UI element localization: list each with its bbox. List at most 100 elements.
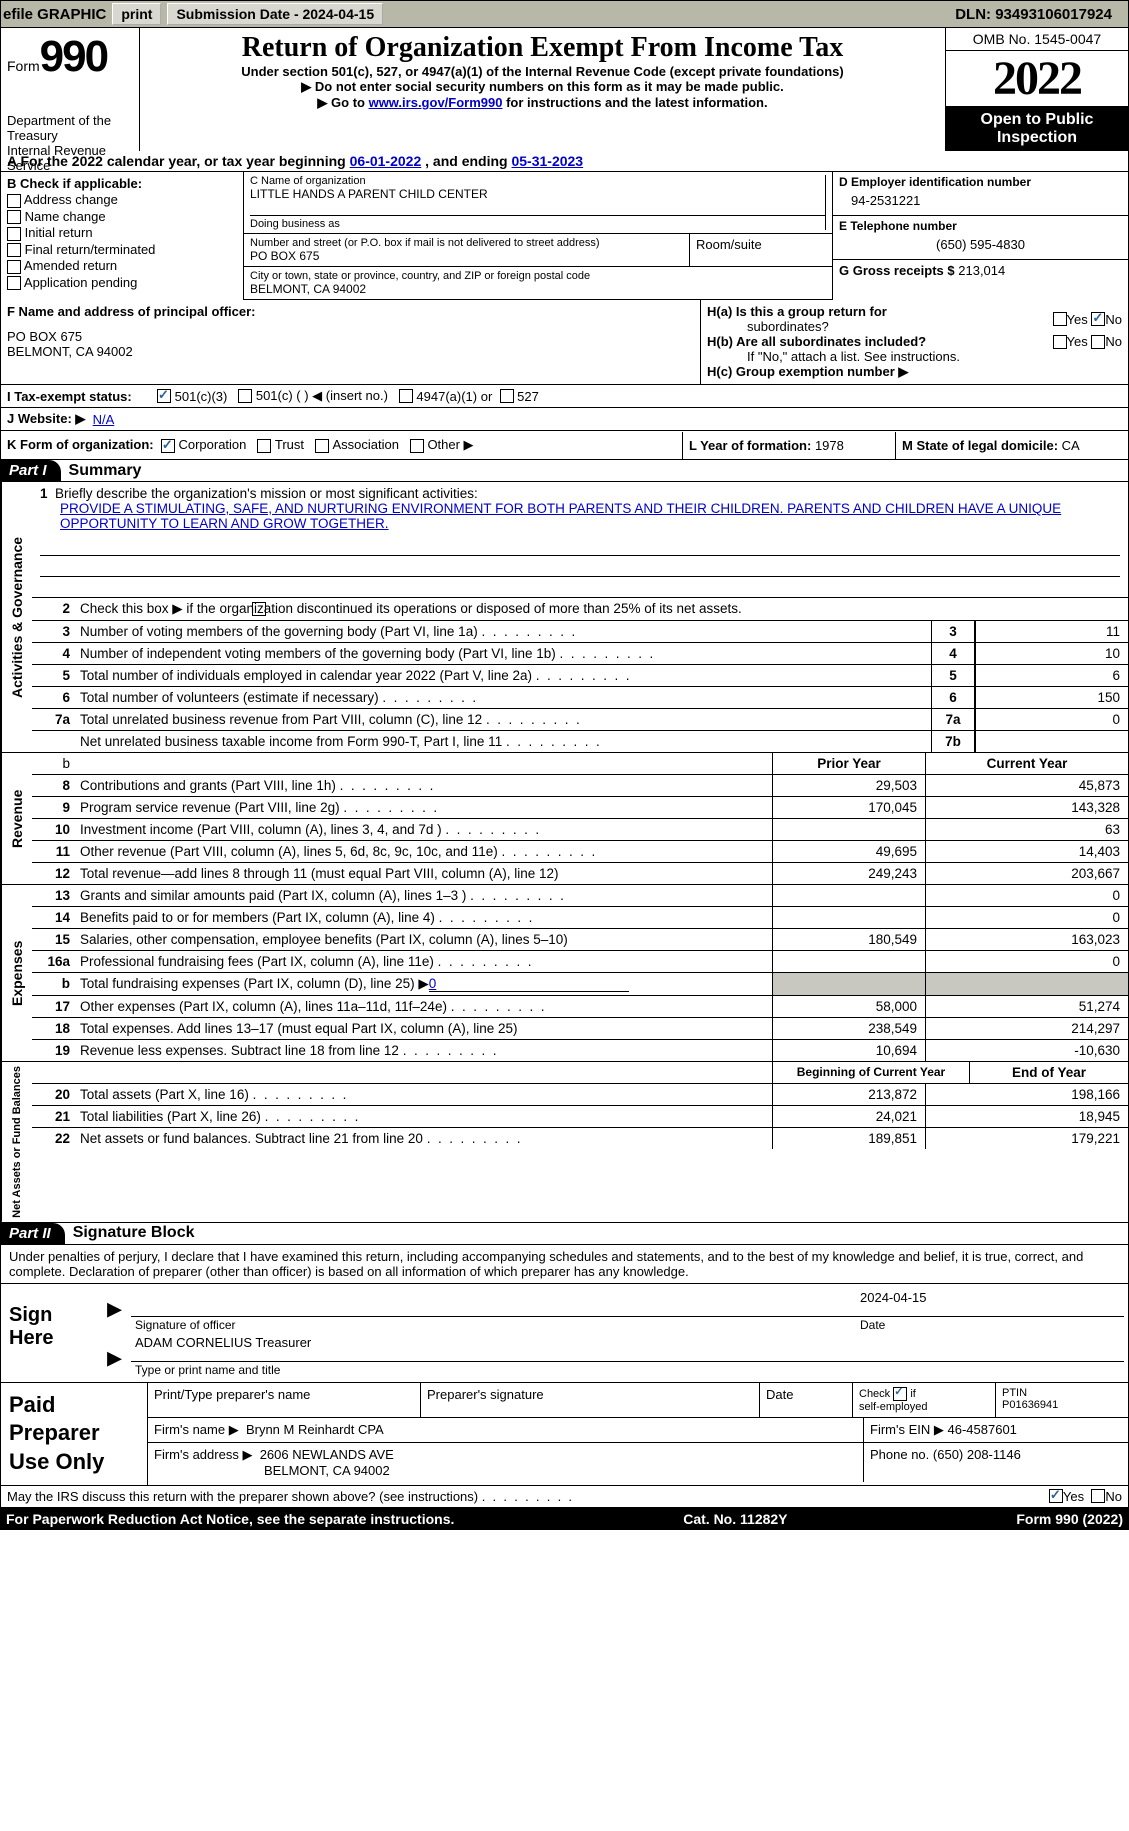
opt-501c: 501(c) ( ) ◀ (insert no.) — [256, 388, 388, 404]
p10 — [772, 819, 925, 840]
trust-label: Trust — [275, 437, 304, 452]
chk-final[interactable] — [7, 243, 21, 257]
firm-addr2: BELMONT, CA 94002 — [154, 1463, 390, 1478]
submission-date: Submission Date - 2024-04-15 — [167, 3, 383, 25]
part-2-label: Part II — [1, 1223, 65, 1244]
org-name: LITTLE HANDS A PARENT CHILD CENTER — [250, 187, 819, 201]
discuss-yes[interactable] — [1049, 1489, 1063, 1503]
top-bar: efile GRAPHIC print Submission Date - 20… — [0, 0, 1129, 28]
firm-name: Brynn M Reinhardt CPA — [246, 1422, 384, 1437]
line-14-desc: Benefits paid to or for members (Part IX… — [76, 907, 772, 928]
phone-label: E Telephone number — [839, 219, 1122, 233]
preparer-grid: Print/Type preparer's name Preparer's si… — [147, 1383, 1128, 1485]
officer-label: F Name and address of principal officer: — [7, 304, 694, 319]
prep-if-label: if — [910, 1388, 916, 1400]
c18: 214,297 — [925, 1018, 1128, 1039]
c21: 18,945 — [925, 1106, 1128, 1127]
footer: For Paperwork Reduction Act Notice, see … — [0, 1508, 1129, 1530]
c20: 198,166 — [925, 1084, 1128, 1105]
prep-phone-label: Phone no. — [870, 1447, 929, 1462]
chk-527[interactable] — [500, 389, 514, 403]
section-d: D Employer identification number 94-2531… — [832, 172, 1128, 300]
current-year-label: Current Year — [925, 753, 1128, 774]
c13: 0 — [925, 885, 1128, 906]
c15: 163,023 — [925, 929, 1128, 950]
val-6: 150 — [975, 687, 1128, 708]
section-i: I Tax-exempt status: 501(c)(3) 501(c) ( … — [0, 385, 1129, 408]
section-klm: K Form of organization: Corporation Trus… — [0, 431, 1129, 460]
line-16a-desc: Professional fundraising fees (Part IX, … — [76, 951, 772, 972]
chk-501c[interactable] — [238, 389, 252, 403]
chk-initial[interactable] — [7, 227, 21, 241]
c19: -10,630 — [925, 1040, 1128, 1061]
chk-corp[interactable] — [161, 439, 175, 453]
chk-addr-change[interactable] — [7, 194, 21, 208]
c12: 203,667 — [925, 863, 1128, 884]
yes-label-1: Yes — [1067, 312, 1088, 327]
hb-label: H(b) Are all subordinates included? — [707, 334, 926, 349]
irs-link[interactable]: www.irs.gov/Form990 — [369, 95, 503, 110]
declaration-text: Under penalties of perjury, I declare th… — [1, 1245, 1128, 1284]
chk-501c3[interactable] — [157, 389, 171, 403]
c8: 45,873 — [925, 775, 1128, 796]
addr-change-label: Address change — [24, 192, 118, 207]
discuss-no[interactable] — [1091, 1489, 1105, 1503]
sig-date-label: Date — [860, 1318, 1120, 1332]
chk-trust[interactable] — [257, 439, 271, 453]
chk-line2[interactable] — [252, 602, 266, 616]
chk-amended[interactable] — [7, 260, 21, 274]
prep-phone: (650) 208-1146 — [933, 1447, 1021, 1462]
footer-mid: Cat. No. 11282Y — [683, 1511, 787, 1527]
city-cell: City or town, state or province, country… — [244, 267, 832, 300]
firm-ein-label: Firm's EIN ▶ — [870, 1422, 944, 1437]
discuss-row: May the IRS discuss this return with the… — [0, 1486, 1129, 1508]
dln-label: DLN: 93493106017924 — [955, 6, 1120, 23]
yes-label-2: Yes — [1067, 334, 1088, 349]
line-19-desc: Revenue less expenses. Subtract line 18 … — [76, 1040, 772, 1061]
corp-label: Corporation — [178, 437, 246, 452]
grid-bcd: B Check if applicable: Address change Na… — [0, 172, 1129, 300]
name-change-label: Name change — [25, 209, 106, 224]
right-box: OMB No. 1545-0047 2022 Open to Public In… — [946, 28, 1128, 151]
p19: 10,694 — [772, 1040, 925, 1061]
print-button[interactable]: print — [112, 3, 161, 25]
c10: 63 — [925, 819, 1128, 840]
form-org-label: K Form of organization: — [7, 437, 154, 452]
ha-no[interactable] — [1091, 312, 1105, 326]
sign-here-label: Sign Here — [1, 1284, 107, 1382]
form-note-1: ▶ Do not enter social security numbers o… — [144, 79, 941, 95]
chk-other[interactable] — [410, 439, 424, 453]
section-j: J Website: ▶ N/A — [0, 408, 1129, 431]
part-1-title: Summary — [61, 462, 142, 480]
p22: 189,851 — [772, 1128, 925, 1149]
line-9-desc: Program service revenue (Part VIII, line… — [76, 797, 772, 818]
hb-yes[interactable] — [1053, 335, 1067, 349]
preparer-row: Paid Preparer Use Only Print/Type prepar… — [1, 1383, 1128, 1486]
hb-no[interactable] — [1091, 335, 1105, 349]
name-title-label: Type or print name and title — [131, 1362, 1124, 1378]
officer-addr1: PO BOX 675 — [7, 329, 694, 344]
year-formation-value: 1978 — [815, 438, 844, 453]
no-label-2: No — [1105, 334, 1122, 349]
expenses-block: Expenses 13Grants and similar amounts pa… — [0, 885, 1129, 1062]
note2-pre: ▶ Go to — [317, 95, 368, 110]
ptin-value: P01636941 — [1002, 1399, 1058, 1411]
p20: 213,872 — [772, 1084, 925, 1105]
chk-self-employed[interactable] — [893, 1387, 907, 1401]
c16b-grey — [925, 973, 1128, 995]
c11: 14,403 — [925, 841, 1128, 862]
website-value: N/A — [93, 412, 115, 427]
c22: 179,221 — [925, 1128, 1128, 1149]
chk-4947[interactable] — [399, 389, 413, 403]
gross-label: G Gross receipts $ — [839, 263, 955, 278]
chk-pending[interactable] — [7, 276, 21, 290]
officer-name-title: ADAM CORNELIUS Treasurer — [135, 1335, 311, 1359]
blank-line-1 — [40, 535, 1120, 556]
section-f: F Name and address of principal officer:… — [1, 300, 700, 384]
line-18-desc: Total expenses. Add lines 13–17 (must eq… — [76, 1018, 772, 1039]
chk-name-change[interactable] — [7, 210, 21, 224]
sig-fields: 2024-04-15 Signature of officer Date ADA… — [127, 1284, 1128, 1382]
ha-yes[interactable] — [1053, 312, 1067, 326]
chk-assoc[interactable] — [315, 439, 329, 453]
section-fh: F Name and address of principal officer:… — [0, 300, 1129, 385]
